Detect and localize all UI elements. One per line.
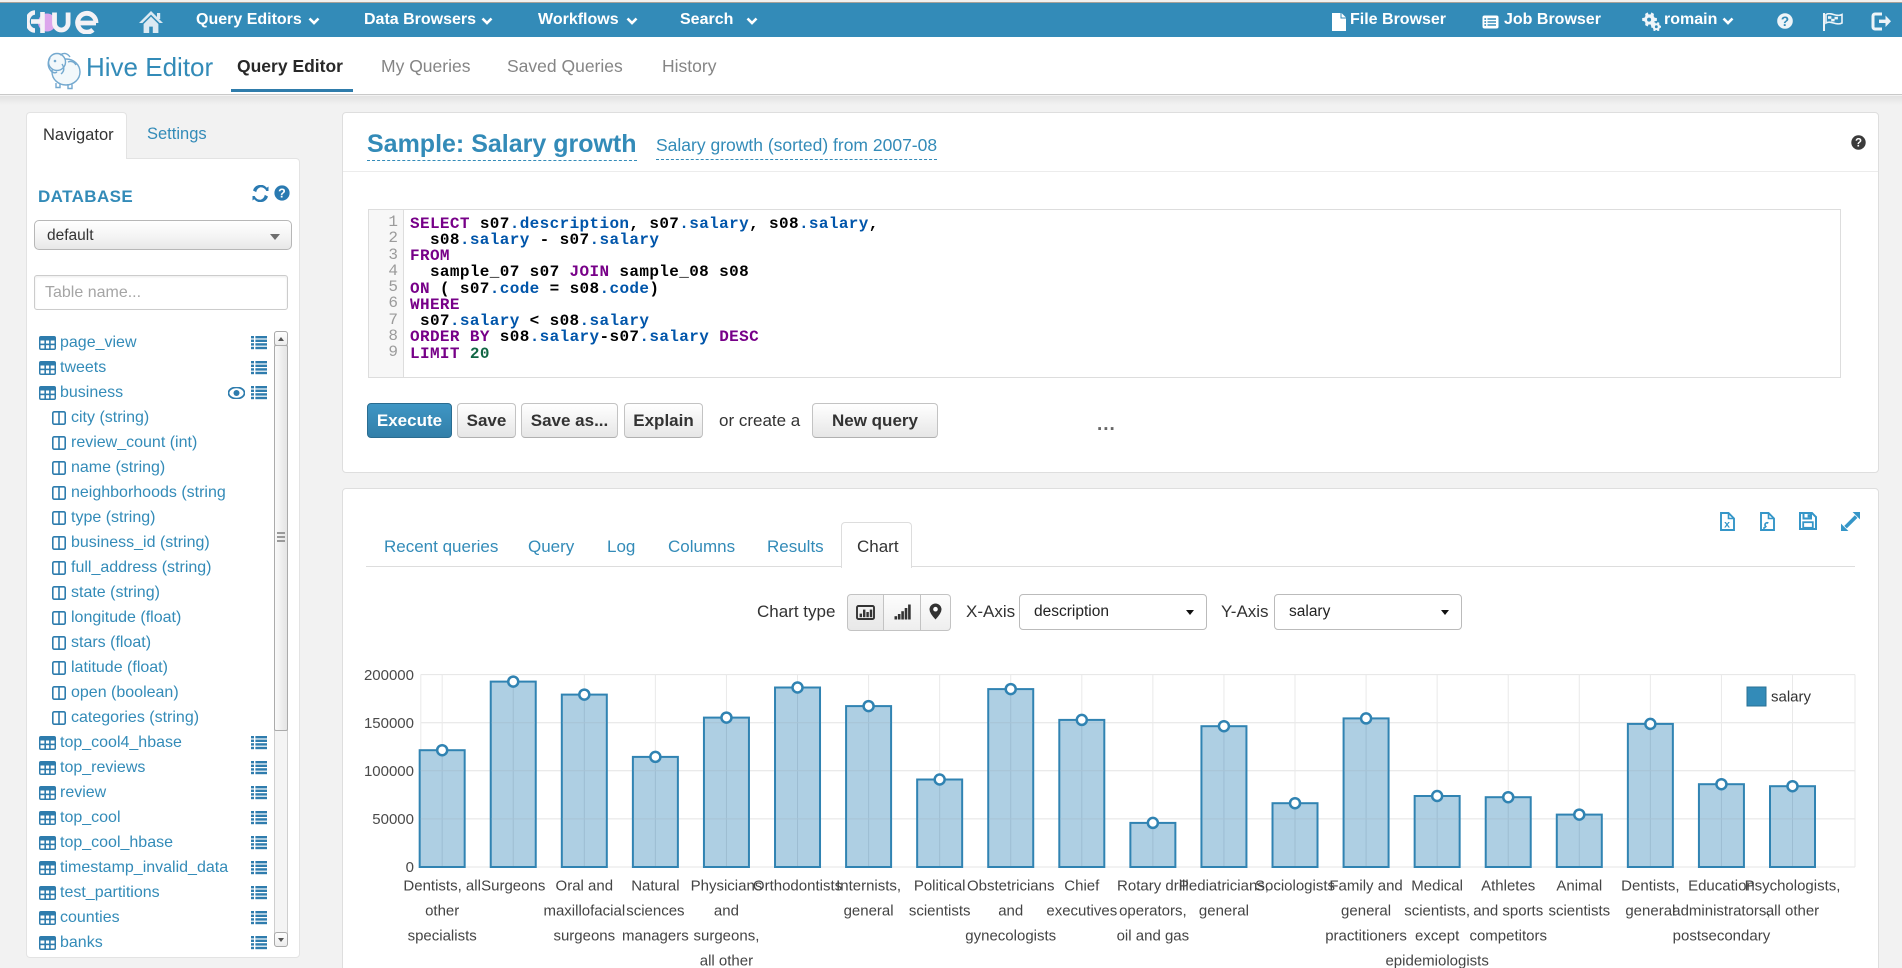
svg-text:Medical: Medical: [1411, 878, 1463, 895]
svg-text:Family and: Family and: [1329, 878, 1402, 895]
svg-text:Oral and: Oral and: [556, 878, 614, 895]
svg-text:executives: executives: [1046, 903, 1117, 920]
svg-text:Rotary drill: Rotary drill: [1117, 878, 1189, 895]
svg-text:0: 0: [406, 859, 414, 876]
svg-text:Chief: Chief: [1064, 878, 1100, 895]
svg-text:postsecondary: postsecondary: [1673, 928, 1771, 945]
svg-text:epidemiologists: epidemiologists: [1385, 953, 1488, 968]
svg-text:Dentists,: Dentists,: [1621, 878, 1679, 895]
svg-text:maxillofacial: maxillofacial: [543, 903, 625, 920]
svg-text:?: ?: [1781, 14, 1789, 29]
svg-text:general: general: [1341, 903, 1391, 920]
svg-text:Animal: Animal: [1556, 878, 1602, 895]
svg-text:managers: managers: [622, 928, 689, 945]
svg-text:150000: 150000: [364, 715, 414, 732]
svg-text:Orthodontists: Orthodontists: [753, 878, 842, 895]
svg-text:administrators,: administrators,: [1672, 903, 1770, 920]
svg-text:gynecologists: gynecologists: [965, 928, 1056, 945]
svg-text:Sociologists: Sociologists: [1255, 878, 1335, 895]
svg-text:scientists: scientists: [1548, 903, 1610, 920]
svg-text:Education: Education: [1688, 878, 1755, 895]
svg-text:Dentists, all: Dentists, all: [403, 878, 481, 895]
svg-text:Surgeons: Surgeons: [481, 878, 545, 895]
svg-text:100000: 100000: [364, 763, 414, 780]
svg-text:general: general: [844, 903, 894, 920]
svg-text:specialists: specialists: [408, 928, 477, 945]
svg-text:general: general: [1625, 903, 1675, 920]
svg-text:scientists,: scientists,: [1404, 903, 1470, 920]
svg-text:200000: 200000: [364, 667, 414, 684]
svg-text:Psychologists,: Psychologists,: [1745, 878, 1841, 895]
svg-text:and: and: [714, 903, 739, 920]
svg-text:surgeons: surgeons: [553, 928, 615, 945]
svg-text:except: except: [1415, 928, 1460, 945]
svg-text:Natural: Natural: [631, 878, 679, 895]
svg-text:practitioners: practitioners: [1325, 928, 1407, 945]
svg-text:scientists: scientists: [909, 903, 971, 920]
svg-text:Obstetricians: Obstetricians: [967, 878, 1055, 895]
svg-text:Athletes: Athletes: [1481, 878, 1535, 895]
svg-text:50000: 50000: [372, 811, 414, 828]
svg-text:all other: all other: [1766, 903, 1819, 920]
svg-text:sciences: sciences: [626, 903, 684, 920]
svg-text:general: general: [1199, 903, 1249, 920]
svg-text:oil and gas: oil and gas: [1117, 928, 1190, 945]
svg-text:and: and: [998, 903, 1023, 920]
svg-text:competitors: competitors: [1469, 928, 1547, 945]
svg-text:Physicians: Physicians: [691, 878, 763, 895]
svg-text:all other: all other: [700, 953, 753, 968]
svg-text:salary: salary: [1771, 689, 1812, 706]
svg-text:?: ?: [1855, 138, 1862, 150]
svg-text:surgeons,: surgeons,: [694, 928, 760, 945]
svg-text:operators,: operators,: [1119, 903, 1187, 920]
svg-text:Internists,: Internists,: [836, 878, 901, 895]
svg-text:x: x: [1724, 519, 1730, 531]
svg-text:Pediatricians,: Pediatricians,: [1179, 878, 1269, 895]
svg-text:?: ?: [278, 186, 286, 200]
svg-text:other: other: [425, 903, 459, 920]
svg-text:and sports: and sports: [1473, 903, 1543, 920]
svg-text:Political: Political: [914, 878, 966, 895]
